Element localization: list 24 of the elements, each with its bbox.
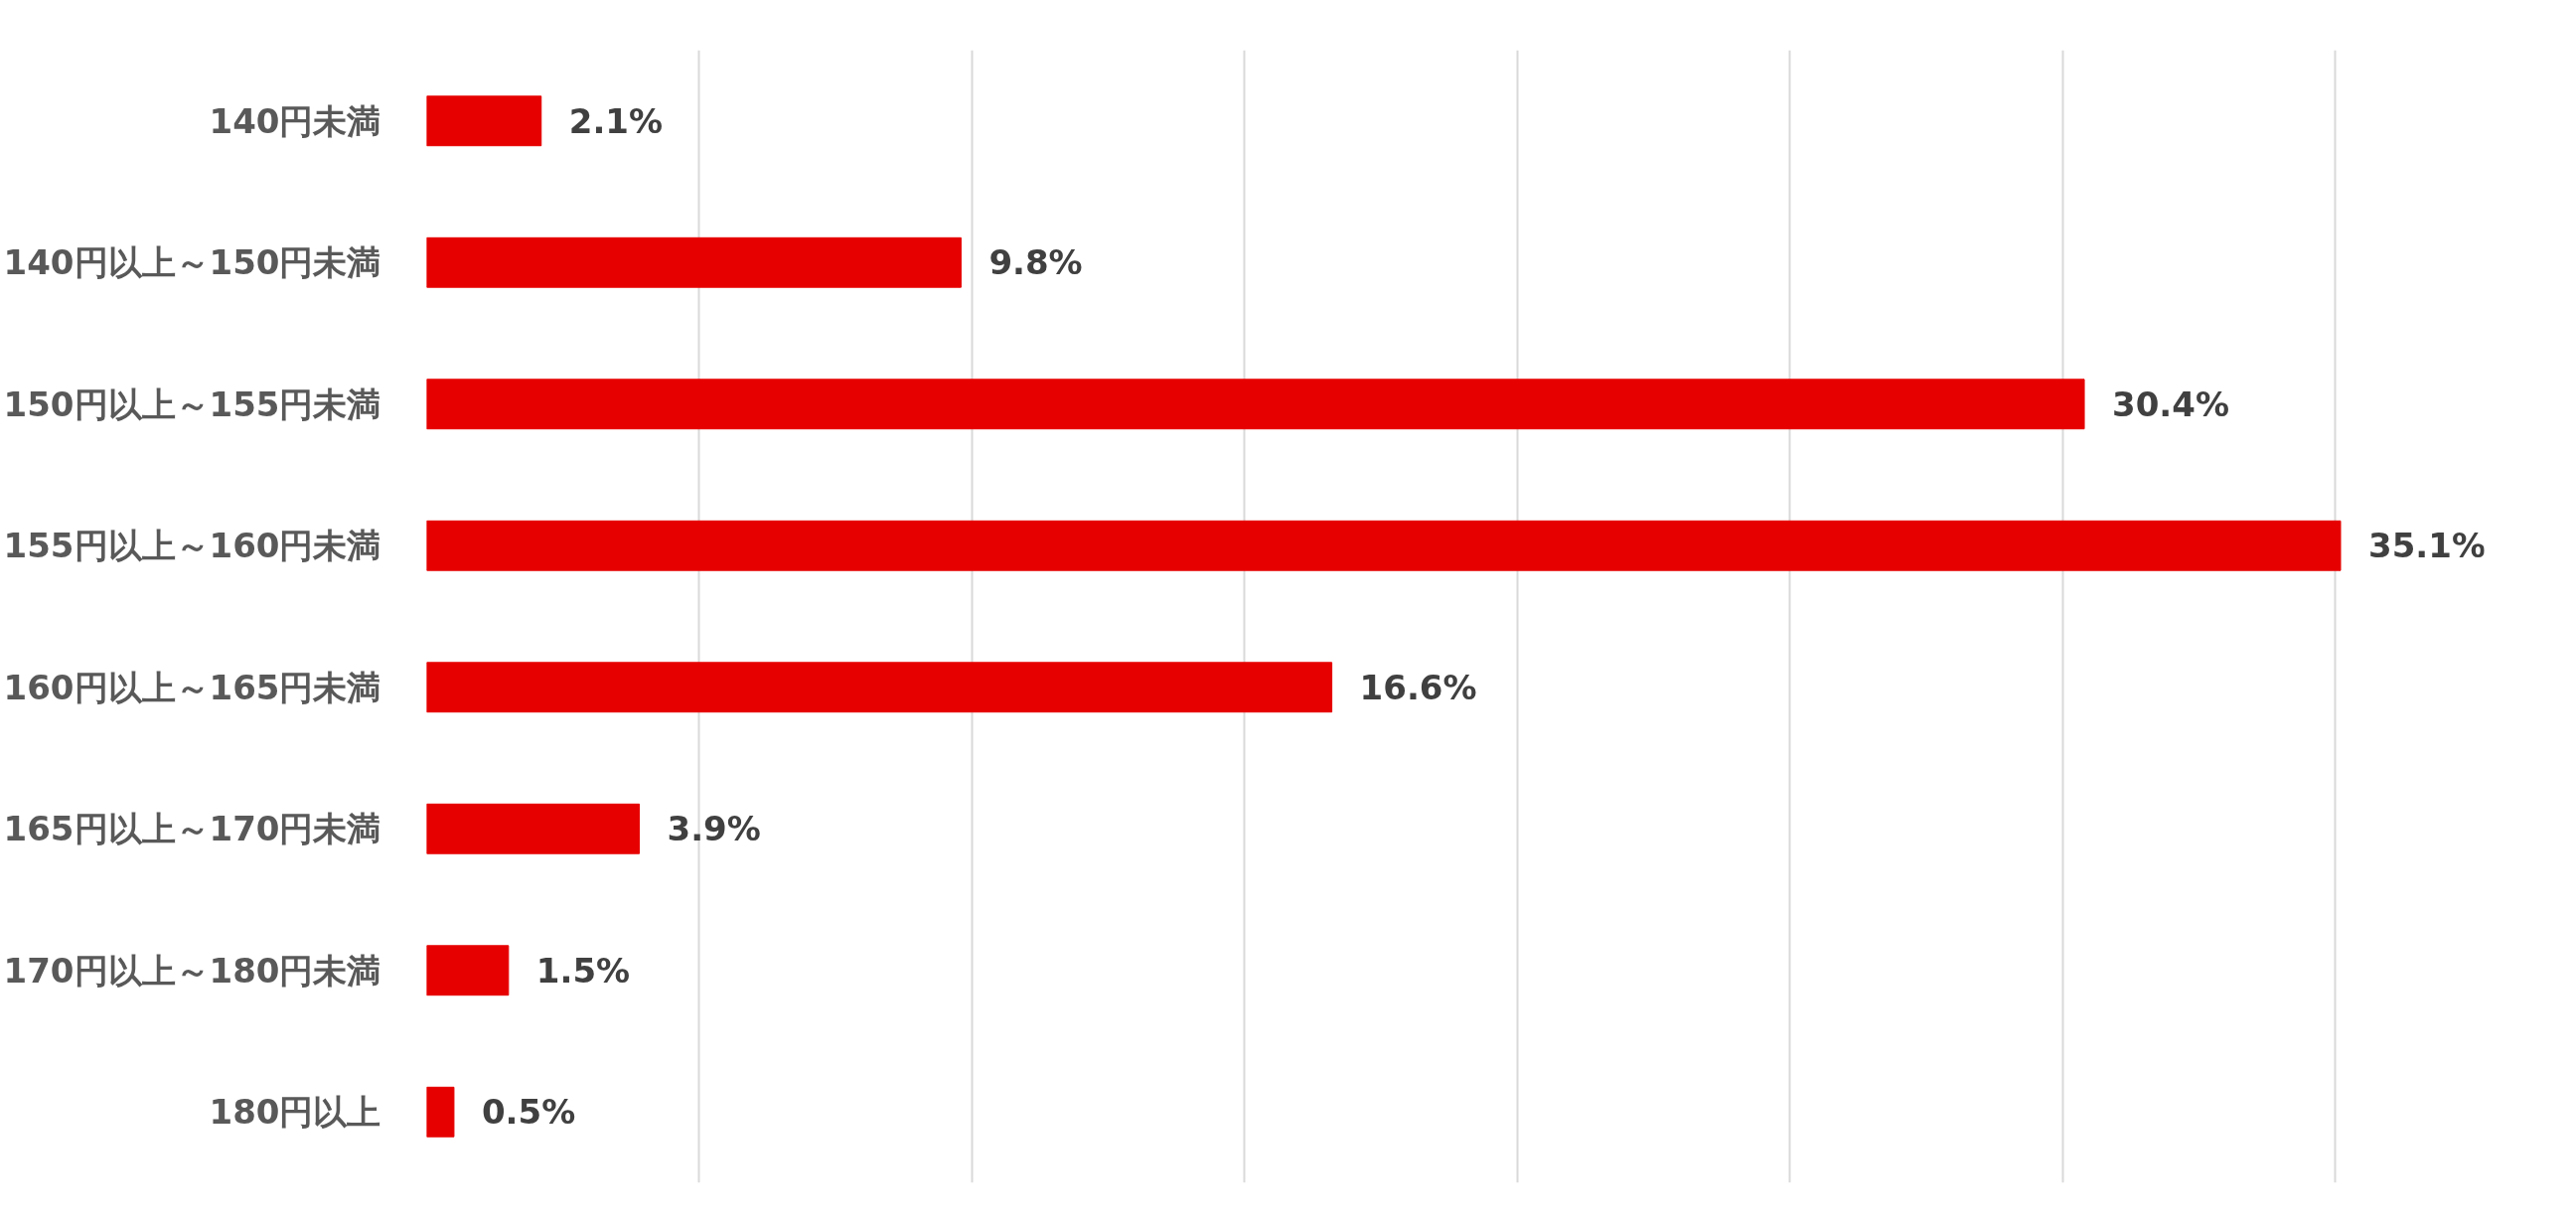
y-tick-label: 170円以上～180円未満 (3, 950, 381, 991)
bar (426, 945, 510, 996)
y-tick-label: 165円以上～170円未満 (3, 809, 381, 849)
data-label: 3.9% (667, 809, 761, 849)
bar (426, 379, 2085, 430)
bar (426, 95, 542, 147)
y-tick-label: 180円以上 (209, 1092, 381, 1133)
data-label: 1.5% (535, 950, 631, 991)
data-label: 0.5% (481, 1092, 576, 1133)
y-tick-label: 160円以上～165円未満 (3, 667, 381, 707)
bar (426, 803, 641, 854)
bar (426, 662, 1333, 713)
data-label: 30.4% (2112, 383, 2230, 424)
y-tick-label: 150円以上～155円未満 (3, 383, 381, 424)
data-label: 2.1% (568, 100, 664, 141)
y-tick-label: 140円以上～150円未満 (3, 242, 381, 283)
y-tick-label: 140円未満 (209, 100, 381, 141)
bar (426, 236, 962, 288)
bar (426, 520, 2342, 571)
y-tick-label: 155円以上～160円未満 (3, 526, 381, 566)
bar (426, 1086, 455, 1138)
data-label: 9.8% (988, 242, 1083, 283)
data-label: 16.6% (1359, 667, 1477, 707)
data-label: 35.1% (2368, 526, 2486, 566)
